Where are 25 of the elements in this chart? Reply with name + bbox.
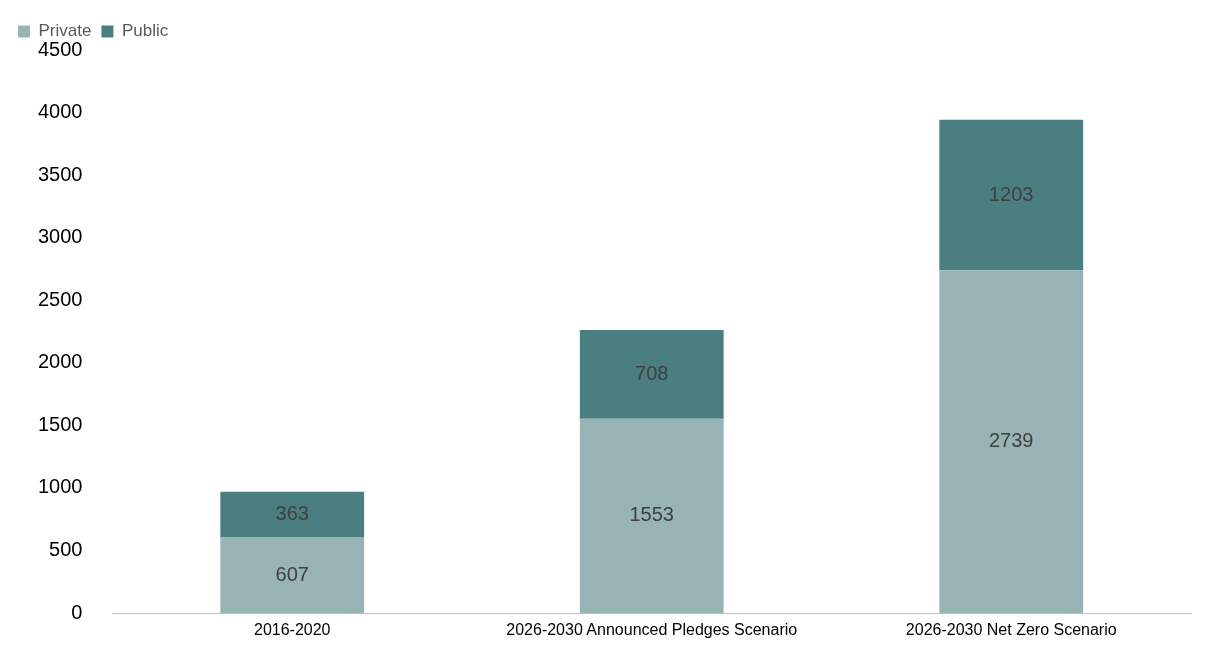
y-tick-label: 3500 bbox=[37, 162, 83, 185]
data-label: 607 bbox=[275, 562, 309, 585]
bar bbox=[939, 270, 1084, 613]
y-tick-label: 0 bbox=[71, 600, 83, 623]
y-tick-label: 1000 bbox=[37, 475, 83, 498]
bar bbox=[579, 418, 724, 613]
bar bbox=[220, 537, 365, 613]
y-tick-label: 3000 bbox=[37, 225, 83, 248]
data-label: 363 bbox=[275, 501, 309, 524]
y-tick-label: 4000 bbox=[37, 100, 83, 123]
data-label: 1553 bbox=[629, 503, 674, 526]
x-tick-label: 2026-2030 Net Zero Scenario bbox=[905, 621, 1117, 639]
y-tick-label: 2000 bbox=[37, 350, 83, 373]
x-tick-label: 2016-2020 bbox=[253, 621, 331, 639]
x-tick-label: 2026-2030 Announced Pledges Scenario bbox=[506, 621, 798, 639]
data-label: 708 bbox=[635, 361, 669, 384]
y-tick-label: 500 bbox=[49, 537, 83, 560]
legend-label: Public bbox=[121, 21, 169, 41]
bar bbox=[220, 491, 365, 538]
bar bbox=[579, 330, 724, 419]
bar bbox=[939, 119, 1084, 271]
y-tick-label: 1500 bbox=[37, 412, 83, 435]
data-label: 1203 bbox=[989, 182, 1034, 205]
data-label: 2739 bbox=[989, 429, 1034, 452]
y-tick-label: 2500 bbox=[37, 287, 83, 310]
